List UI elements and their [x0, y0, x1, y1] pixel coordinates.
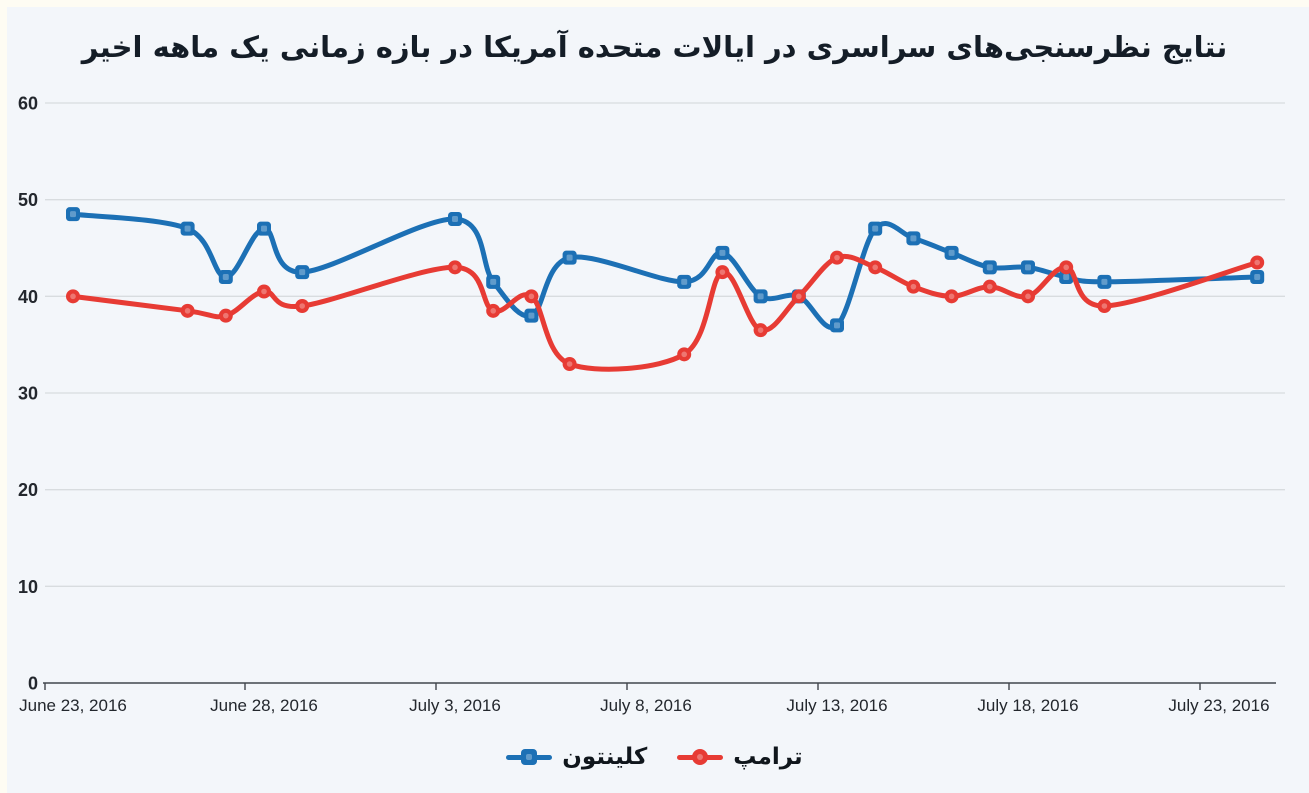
y-tick-label-30: 30: [18, 384, 38, 404]
clinton-point[interactable]: [830, 318, 844, 333]
trump-point[interactable]: [257, 284, 271, 299]
legend-item-clinton[interactable]: کلینتون: [506, 744, 647, 770]
series-lines: [66, 207, 1265, 372]
clinton-point[interactable]: [753, 289, 768, 304]
trump-point[interactable]: [715, 265, 730, 280]
y-tick-label-10: 10: [18, 577, 38, 597]
clinton-point[interactable]: [1059, 270, 1074, 284]
clinton-point[interactable]: [1250, 270, 1265, 284]
clinton-point[interactable]: [66, 207, 80, 222]
x-tick-label: July 13, 2016: [786, 696, 887, 715]
x-axis-line: [43, 682, 1276, 690]
clinton-point[interactable]: [180, 221, 195, 236]
clinton-point[interactable]: [906, 231, 921, 246]
trump-point[interactable]: [982, 279, 997, 294]
chart-legend: کلینتون ترامپ: [0, 730, 1309, 784]
trump-point[interactable]: [753, 323, 768, 338]
y-tick-label-20: 20: [18, 480, 38, 500]
clinton-point[interactable]: [524, 308, 539, 323]
trump-point[interactable]: [66, 289, 80, 304]
trump-point[interactable]: [791, 289, 806, 304]
trump-point[interactable]: [944, 289, 959, 304]
clinton-legend-marker-icon: [506, 749, 553, 765]
window-edge-top: [0, 0, 1309, 7]
trump-point[interactable]: [295, 299, 310, 313]
clinton-point[interactable]: [715, 245, 730, 260]
trump-point[interactable]: [448, 260, 462, 275]
trump-legend-marker-icon: [677, 749, 724, 765]
gridlines: [45, 102, 1285, 587]
trump-point[interactable]: [1059, 260, 1074, 275]
trump-point[interactable]: [180, 303, 195, 318]
y-tick-label-0: 0: [28, 674, 38, 694]
y-tick-label-40: 40: [18, 287, 38, 307]
clinton-legend-label: کلینتون: [562, 744, 648, 770]
trump-point[interactable]: [830, 250, 844, 265]
x-tick-label: July 23, 2016: [1168, 696, 1269, 715]
trump-point[interactable]: [868, 260, 883, 275]
x-tick-label: July 8, 2016: [600, 696, 692, 715]
trump-point[interactable]: [906, 279, 921, 294]
clinton-series: [66, 207, 1265, 333]
x-tick-label: July 3, 2016: [409, 696, 501, 715]
x-axis-labels: June 23, 2016 June 28, 2016 July 3, 2016 Ju…: [19, 696, 1269, 715]
x-tick-label: June 23, 2016: [19, 696, 127, 715]
clinton-point[interactable]: [257, 221, 271, 236]
window-edge-left: [0, 0, 7, 793]
clinton-line: [70, 211, 1260, 330]
clinton-point[interactable]: [677, 274, 692, 289]
trump-point[interactable]: [486, 303, 501, 318]
clinton-point[interactable]: [1021, 260, 1035, 275]
y-axis-labels: 0 10 20 30 40 50 60: [18, 94, 38, 694]
clinton-point[interactable]: [982, 260, 997, 275]
y-tick-label-60: 60: [18, 94, 38, 114]
trump-line: [70, 253, 1260, 372]
clinton-point[interactable]: [218, 270, 233, 284]
clinton-point[interactable]: [562, 250, 577, 265]
trump-legend-label: ترامپ: [733, 744, 803, 770]
chart-title: نتایج نظرسنجی‌های سراسری در ایالات متحده…: [81, 30, 1228, 64]
clinton-point[interactable]: [944, 245, 959, 260]
clinton-point[interactable]: [868, 221, 883, 236]
clinton-point[interactable]: [1097, 274, 1112, 289]
x-tick-label: June 28, 2016: [210, 696, 318, 715]
legend-item-trump[interactable]: ترامپ: [677, 744, 803, 770]
clinton-point[interactable]: [486, 274, 501, 289]
trump-point[interactable]: [524, 289, 539, 304]
clinton-point[interactable]: [448, 212, 462, 226]
trump-series: [66, 250, 1265, 372]
x-tick-label: July 18, 2016: [977, 696, 1078, 715]
trump-point[interactable]: [1021, 289, 1035, 304]
y-tick-label-50: 50: [18, 190, 38, 210]
trump-point[interactable]: [1097, 299, 1112, 313]
trump-point[interactable]: [562, 357, 577, 371]
trump-point[interactable]: [1250, 255, 1265, 270]
clinton-point[interactable]: [295, 265, 310, 280]
trump-point[interactable]: [677, 347, 692, 362]
trump-point[interactable]: [218, 308, 233, 323]
